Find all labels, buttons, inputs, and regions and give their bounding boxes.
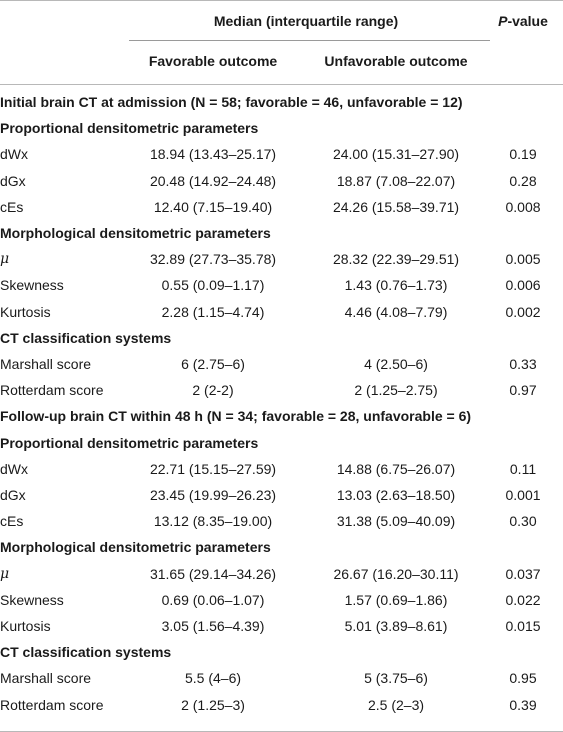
row-label: Kurtosis <box>0 303 51 320</box>
row-label: dGx <box>0 172 26 189</box>
p-value: 0.005 <box>505 251 541 268</box>
row-label: dWx <box>0 146 28 163</box>
unfavorable-value: 26.67 (16.20–30.11) <box>333 565 459 582</box>
favorable-header: Favorable outcome <box>148 53 278 69</box>
favorable-value: 12.40 (7.15–19.40) <box>153 198 273 215</box>
p-value: 0.008 <box>505 198 541 215</box>
p-value: 0.015 <box>505 618 541 634</box>
row-label: μ <box>0 565 10 582</box>
unfavorable-value: 1.57 (0.69–1.86) <box>344 591 448 608</box>
unfavorable-value: 5 (3.75–6) <box>364 670 428 687</box>
row-label: μ <box>0 251 10 268</box>
favorable-value: 2.28 (1.15–4.74) <box>161 303 265 320</box>
row-label: Skewness <box>0 277 64 294</box>
p-value: 0.001 <box>505 487 541 503</box>
unfavorable-value: 31.38 (5.09–40.09) <box>336 513 456 530</box>
favorable-value: 23.45 (19.99–26.23) <box>149 487 277 503</box>
unfavorable-value: 14.88 (6.75–26.07) <box>336 460 456 477</box>
unfavorable-value: 18.87 (7.08–22.07) <box>336 172 456 189</box>
group-title: Proportional densitometric parameters <box>0 120 259 137</box>
unfavorable-value: 24.00 (15.31–27.90) <box>332 146 460 163</box>
pvalue-header: P-value <box>498 12 548 30</box>
favorable-value: 6 (2.75–6) <box>181 356 245 372</box>
row-label: dGx <box>0 487 26 503</box>
p-value: 0.95 <box>509 670 537 687</box>
row-label: Rotterdam score <box>0 382 104 399</box>
row-label: Kurtosis <box>0 618 51 634</box>
unfavorable-value: 4.46 (4.08–7.79) <box>344 303 448 320</box>
p-value: 0.002 <box>505 303 541 320</box>
group-title: Proportional densitometric parameters <box>0 434 259 451</box>
unfavorable-value: 24.26 (15.58–39.71) <box>332 198 460 215</box>
unfavorable-header: Unfavorable outcome <box>324 53 468 69</box>
favorable-value: 31.65 (29.14–34.26) <box>149 565 277 582</box>
median-header: Median (interquartile range) <box>213 13 399 29</box>
row-label: dWx <box>0 460 28 477</box>
p-value: 0.39 <box>509 696 537 713</box>
favorable-value: 0.69 (0.06–1.07) <box>161 591 265 608</box>
p-value: 0.006 <box>505 277 541 294</box>
group-title: Morphological densitometric parameters <box>0 539 271 556</box>
header-rule <box>0 84 563 85</box>
favorable-value: 2 (1.25–3) <box>181 696 245 713</box>
favorable-value: 20.48 (14.92–24.48) <box>149 172 277 189</box>
favorable-value: 32.89 (27.73–35.78) <box>149 251 277 268</box>
top-rule <box>0 0 563 1</box>
p-value: 0.022 <box>505 591 541 608</box>
row-label: cEs <box>0 513 24 530</box>
favorable-value: 3.05 (1.56–4.39) <box>161 618 265 634</box>
row-label: Skewness <box>0 591 64 608</box>
favorable-value: 0.55 (0.09–1.17) <box>161 277 265 294</box>
group-title: CT classification systems <box>0 644 172 661</box>
row-label: Rotterdam score <box>0 696 104 713</box>
median-underline <box>129 40 490 41</box>
p-value: 0.33 <box>509 356 537 372</box>
p-value: 0.19 <box>509 146 537 163</box>
favorable-value: 2 (2-2) <box>192 382 234 399</box>
favorable-value: 5.5 (4–6) <box>184 670 242 687</box>
unfavorable-value: 13.03 (2.63–18.50) <box>336 487 456 503</box>
section-title: Follow-up brain CT within 48 h (N = 34; … <box>0 408 472 425</box>
p-value: 0.97 <box>509 382 537 399</box>
row-label: cEs <box>0 198 24 215</box>
unfavorable-value: 28.32 (22.39–29.51) <box>332 251 460 268</box>
favorable-value: 18.94 (13.43–25.17) <box>149 146 277 163</box>
row-label: Marshall score <box>0 670 92 687</box>
group-title: Morphological densitometric parameters <box>0 225 271 241</box>
favorable-value: 22.71 (15.15–27.59) <box>149 460 277 477</box>
unfavorable-value: 4 (2.50–6) <box>364 356 428 372</box>
pvalue-p: P <box>498 13 508 29</box>
unfavorable-value: 1.43 (0.76–1.73) <box>344 277 448 294</box>
unfavorable-value: 5.01 (3.89–8.61) <box>344 618 448 634</box>
p-value: 0.30 <box>509 513 537 530</box>
unfavorable-value: 2 (1.25–2.75) <box>354 382 438 399</box>
section-title: Initial brain CT at admission (N = 58; f… <box>0 94 463 110</box>
p-value: 0.037 <box>505 565 541 582</box>
unfavorable-value: 2.5 (2–3) <box>367 696 425 713</box>
p-value: 0.28 <box>509 172 537 189</box>
row-label: Marshall score <box>0 356 92 372</box>
pvalue-rest: -value <box>507 13 548 29</box>
favorable-value: 13.12 (8.35–19.00) <box>153 513 273 530</box>
p-value: 0.11 <box>509 460 537 477</box>
group-title: CT classification systems <box>0 329 172 346</box>
